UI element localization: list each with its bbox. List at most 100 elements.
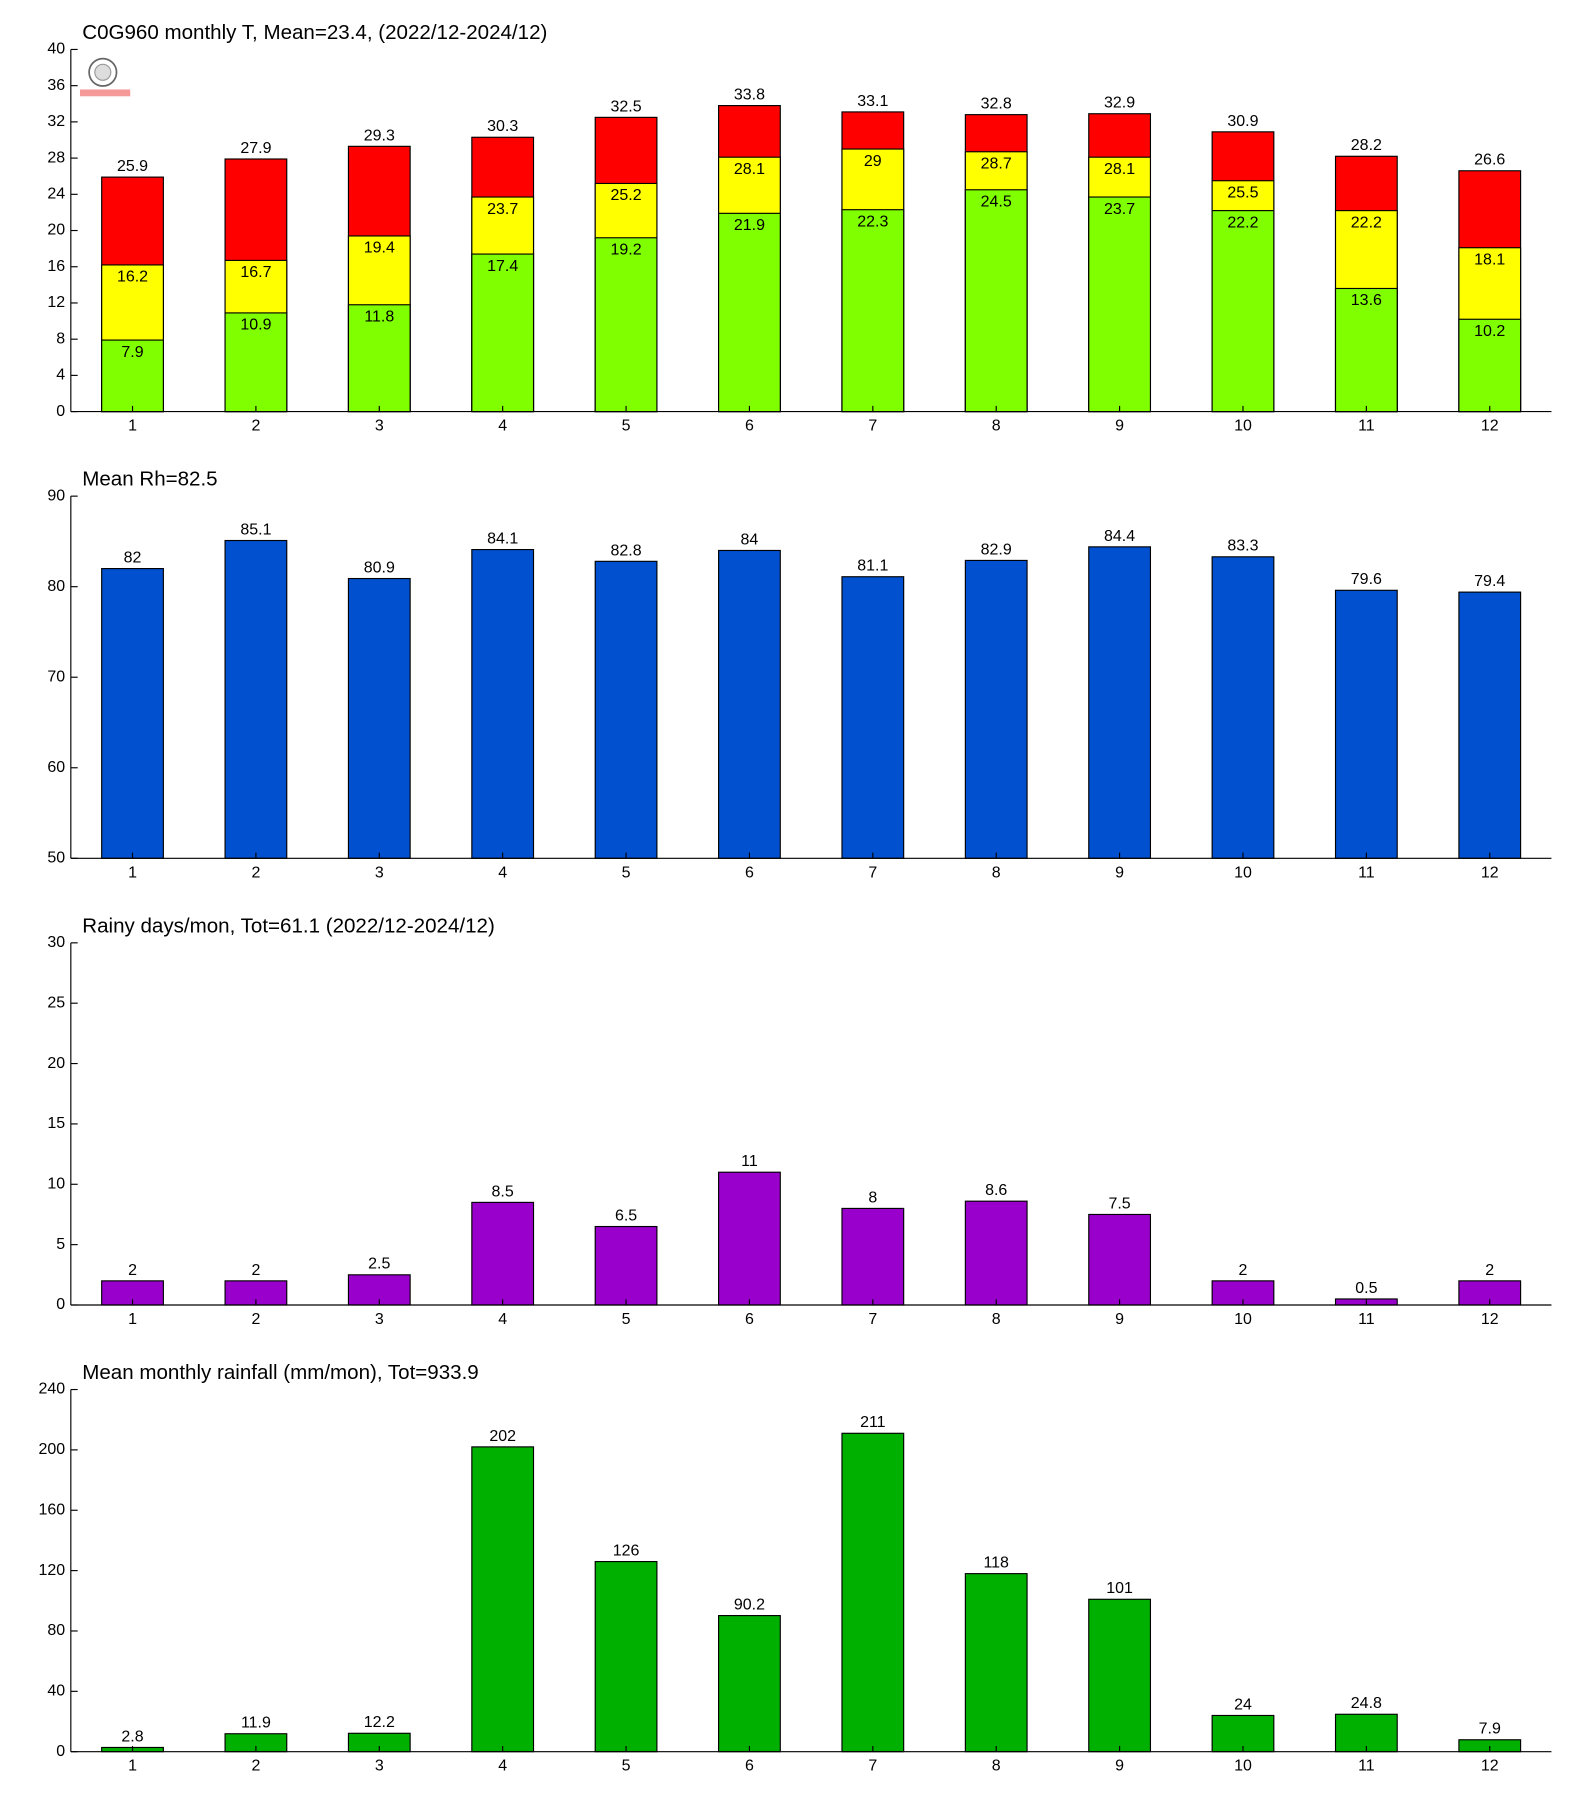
y-tick-label: 0 (56, 403, 65, 420)
x-tick-label: 10 (1234, 418, 1252, 435)
y-tick-label: 40 (47, 1683, 65, 1700)
x-tick-label: 9 (1115, 1311, 1124, 1328)
data-label: 21.9 (734, 217, 765, 234)
x-tick-label: 4 (498, 1758, 507, 1775)
bar (841, 1432, 905, 1753)
data-label: 8.6 (985, 1182, 1007, 1199)
bar (594, 1560, 658, 1753)
y-tick-label: 15 (47, 1115, 65, 1132)
data-label: 81.1 (857, 558, 888, 575)
chart-title: C0G960 monthly T, Mean=23.4, (2022/12-20… (82, 21, 547, 44)
bar (224, 539, 288, 859)
x-tick-label: 8 (992, 1758, 1001, 1775)
data-label: 2 (128, 1262, 137, 1279)
bar (471, 548, 535, 859)
data-label: 10.2 (1474, 323, 1505, 340)
bar (1088, 196, 1152, 413)
data-label: 16.2 (117, 269, 148, 286)
data-label: 82.9 (981, 541, 1012, 558)
y-tick-label: 90 (47, 487, 65, 504)
x-tick-label: 9 (1115, 864, 1124, 881)
y-tick-label: 80 (47, 578, 65, 595)
data-label: 24.8 (1351, 1695, 1382, 1712)
data-label: 22.2 (1227, 214, 1258, 231)
data-label: 30.9 (1227, 113, 1258, 130)
bar (964, 559, 1028, 859)
x-tick-label: 4 (498, 418, 507, 435)
data-label: 25.2 (610, 187, 641, 204)
data-label: 24 (1234, 1696, 1252, 1713)
y-tick-label: 30 (47, 934, 65, 951)
x-tick-label: 1 (128, 1758, 137, 1775)
y-tick-label: 60 (47, 759, 65, 776)
x-tick-label: 5 (622, 418, 631, 435)
bar (1088, 546, 1152, 859)
bar (718, 1615, 781, 1753)
data-label: 8.5 (492, 1183, 514, 1200)
data-label: 32.8 (981, 96, 1012, 113)
bar (1458, 318, 1522, 413)
y-tick-label: 160 (38, 1501, 65, 1518)
y-tick-label: 20 (47, 222, 65, 239)
y-tick-label: 0 (56, 1296, 65, 1313)
bar (1334, 287, 1398, 413)
data-label: 118 (983, 1555, 1009, 1572)
x-tick-label: 11 (1358, 1311, 1375, 1328)
bar (347, 304, 411, 413)
data-label: 11.9 (241, 1715, 271, 1732)
data-label: 7.9 (1479, 1721, 1501, 1738)
data-label: 16.7 (240, 264, 271, 281)
x-tick-label: 3 (375, 1311, 384, 1328)
bar (471, 253, 535, 413)
x-tick-label: 11 (1358, 1758, 1375, 1775)
x-tick-label: 12 (1481, 1758, 1499, 1775)
data-label: 126 (613, 1542, 640, 1559)
x-tick-label: 6 (745, 864, 754, 881)
x-tick-label: 2 (251, 1311, 260, 1328)
data-label: 22.3 (857, 213, 888, 230)
data-label: 25.9 (117, 158, 148, 175)
data-label: 2.8 (121, 1728, 143, 1745)
bar (471, 1201, 535, 1306)
data-label: 18.1 (1474, 252, 1505, 269)
data-label: 26.6 (1474, 152, 1505, 169)
data-label: 12.2 (364, 1714, 395, 1731)
bar (1211, 1714, 1275, 1753)
x-tick-label: 6 (745, 1758, 754, 1775)
x-tick-label: 1 (128, 1311, 137, 1328)
bar (964, 1200, 1028, 1306)
data-label: 33.8 (734, 87, 765, 104)
x-tick-label: 2 (251, 418, 260, 435)
bar (1458, 591, 1522, 859)
data-label: 23.7 (487, 201, 518, 218)
y-tick-label: 200 (38, 1441, 65, 1458)
bar (594, 1225, 658, 1306)
x-tick-label: 12 (1481, 864, 1499, 881)
bar (841, 209, 905, 413)
x-tick-label: 4 (498, 1311, 507, 1328)
y-tick-label: 5 (56, 1236, 65, 1253)
x-tick-label: 5 (622, 1311, 631, 1328)
data-label: 84.4 (1104, 528, 1135, 545)
data-label: 19.4 (364, 240, 395, 257)
bar (224, 1280, 288, 1306)
data-label: 13.6 (1351, 292, 1382, 309)
x-tick-label: 12 (1481, 1311, 1499, 1328)
x-tick-label: 7 (868, 864, 877, 881)
x-tick-label: 3 (375, 864, 384, 881)
bar (471, 1446, 535, 1753)
data-label: 17.4 (487, 258, 518, 275)
x-tick-label: 6 (745, 418, 754, 435)
data-label: 30.3 (487, 118, 518, 135)
x-tick-label: 9 (1115, 418, 1124, 435)
bar (964, 189, 1028, 413)
x-tick-label: 2 (251, 864, 260, 881)
y-tick-label: 12 (47, 294, 65, 311)
x-tick-label: 11 (1358, 418, 1375, 435)
y-tick-label: 8 (56, 330, 65, 347)
data-label: 7.9 (121, 344, 143, 361)
data-label: 19.2 (610, 242, 641, 259)
y-tick-label: 4 (56, 367, 65, 384)
data-label: 0.5 (1355, 1280, 1377, 1297)
